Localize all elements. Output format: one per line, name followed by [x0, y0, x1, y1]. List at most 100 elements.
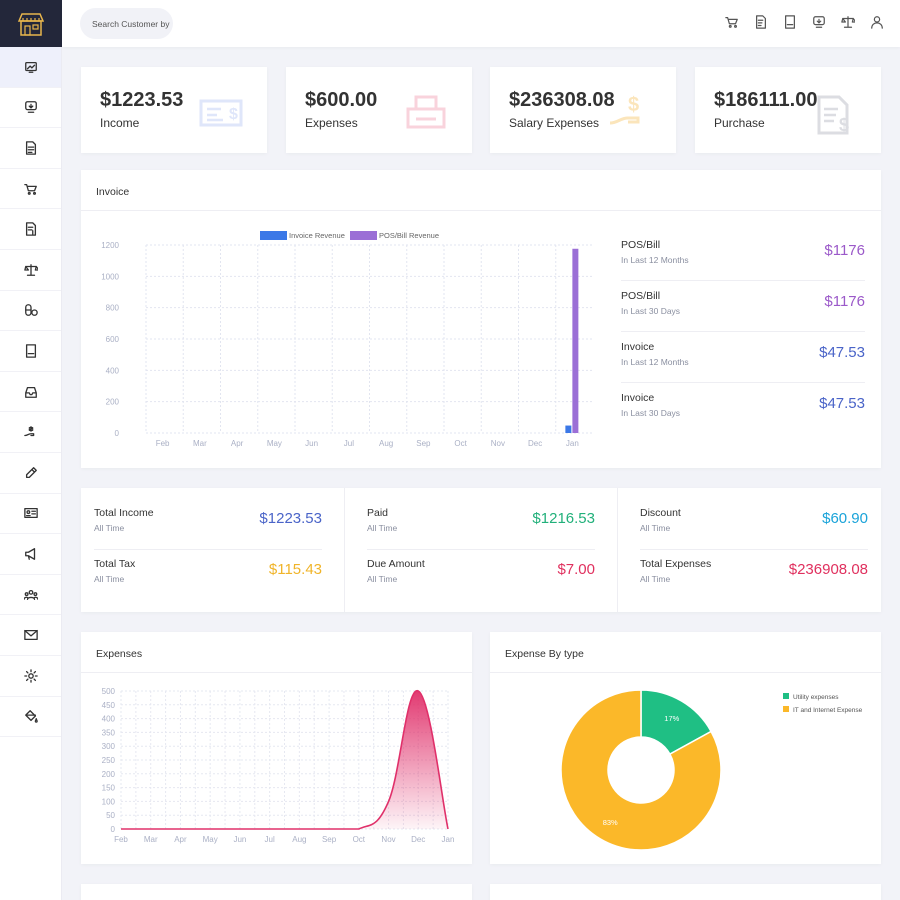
legend-label: Invoice Revenue: [289, 231, 345, 240]
cart-icon: [23, 183, 37, 195]
bar-pos-bill-revenue[interactable]: [572, 248, 579, 433]
sidebar-item-document[interactable]: [0, 128, 61, 169]
metric-total-tax: Total Tax All Time $115.43: [94, 550, 322, 601]
sidebar-item-bill[interactable]: [0, 209, 61, 250]
column-divider: [344, 488, 345, 612]
summary-value: $47.53: [819, 344, 865, 361]
bottom-card-right: [490, 884, 881, 900]
sidebar-item-salary[interactable]: [0, 412, 61, 453]
metric-value: $60.90: [822, 510, 868, 527]
cart-icon[interactable]: [725, 15, 739, 29]
metric-discount: Discount All Time $60.90: [640, 499, 868, 550]
metric-period: All Time: [94, 523, 125, 533]
invoice-icon[interactable]: [812, 15, 826, 29]
stat-label: Salary Expenses: [509, 116, 600, 130]
printer-icon: [406, 95, 446, 129]
metric-period: All Time: [367, 574, 398, 584]
legend-swatch: [260, 231, 287, 240]
scale-icon[interactable]: [841, 15, 855, 29]
invoice-summary-item: POS/Bill In Last 12 Months $1176: [621, 230, 865, 281]
metric-total-expenses: Total Expenses All Time $236908.08: [640, 550, 868, 601]
invoice-revenue-chart: 0 200 400 600 800 1000 1200 Feb Mar Apr May Jun Jul A…: [101, 231, 593, 448]
search-input[interactable]: Search Customer by: [80, 8, 173, 39]
store-logo[interactable]: [0, 0, 62, 47]
stat-card-purchase[interactable]: $186111.00 Purchase $: [695, 67, 881, 153]
invoice-icon: [24, 101, 37, 114]
users-icon: [23, 589, 38, 600]
metric-period: All Time: [640, 523, 671, 533]
metric-period: All Time: [640, 574, 671, 584]
book-icon[interactable]: [783, 15, 797, 29]
summary-period: In Last 12 Months: [621, 357, 689, 367]
x-tick-label: Mar: [193, 439, 207, 448]
sidebar-item-megaphone[interactable]: [0, 534, 61, 575]
summary-value: $1176: [824, 242, 865, 259]
scale-icon: [23, 263, 38, 276]
sidebar-item-invoice[interactable]: [0, 88, 61, 129]
stat-label: Purchase: [714, 116, 765, 130]
sidebar-item-cart[interactable]: [0, 169, 61, 210]
stat-amount: $1223.53: [100, 89, 184, 111]
summary-period: In Last 12 Months: [621, 255, 689, 265]
metric-title: Total Tax: [94, 558, 136, 570]
expenses-title: Expenses: [96, 648, 143, 660]
y-tick-label: 0: [111, 825, 116, 834]
y-tick-label: 1000: [101, 272, 119, 281]
y-tick-label: 600: [106, 335, 120, 344]
summary-period: In Last 30 Days: [621, 408, 681, 418]
y-tick-label: 450: [102, 701, 116, 710]
stat-card-salary-expenses[interactable]: $236308.08 Salary Expenses $: [490, 67, 676, 153]
y-tick-label: 800: [106, 304, 120, 313]
divider: [81, 210, 881, 211]
megaphone-icon: [24, 548, 35, 560]
sidebar-item-paint-bucket[interactable]: [0, 697, 61, 738]
stat-amount: $600.00: [305, 89, 378, 111]
user-icon[interactable]: [870, 15, 884, 29]
y-tick-label: 50: [106, 811, 115, 820]
inbox-icon: [24, 386, 37, 398]
x-tick-label: Feb: [156, 439, 170, 448]
gear-icon: [23, 668, 38, 683]
sidebar-item-gear[interactable]: [0, 656, 61, 697]
book-icon: [25, 344, 36, 358]
sidebar-item-scale[interactable]: [0, 250, 61, 291]
expenses-area: [121, 690, 448, 829]
sidebar-item-pills[interactable]: [0, 291, 61, 332]
x-tick-label: May: [203, 835, 218, 844]
y-tick-label: 1200: [101, 241, 119, 250]
check-icon: $: [199, 99, 243, 127]
legend-swatch: [350, 231, 377, 240]
metric-title: Total Income: [94, 507, 154, 519]
legend-swatch: [783, 693, 789, 699]
stat-card-expenses[interactable]: $600.00 Expenses: [286, 67, 472, 153]
sidebar-item-pen[interactable]: [0, 453, 61, 494]
sidebar-item-mail[interactable]: [0, 615, 61, 656]
bill-icon[interactable]: [754, 15, 768, 29]
slice-it-and-internet-expense[interactable]: [560, 689, 722, 851]
metric-total-income: Total Income All Time $1223.53: [94, 499, 322, 550]
sidebar-item-book[interactable]: [0, 331, 61, 372]
invoice-card: Invoice 0 200 400 600 800 1000 1200 Feb Mar Apr Ma…: [81, 170, 881, 468]
expenses-line[interactable]: [121, 690, 449, 830]
invoice-title: Invoice: [96, 186, 130, 198]
x-tick-label: Nov: [381, 835, 395, 844]
legend-label: IT and Internet Expense: [793, 707, 863, 714]
sidebar-item-dashboard[interactable]: [0, 47, 61, 88]
id-card-icon: [23, 508, 38, 519]
sidebar-item-inbox[interactable]: [0, 372, 61, 413]
sidebar-item-id-card[interactable]: [0, 494, 61, 535]
metric-value: $7.00: [557, 561, 595, 578]
sidebar-item-users[interactable]: [0, 575, 61, 616]
bar-invoice-revenue[interactable]: [565, 425, 572, 433]
bottom-card-left: [81, 884, 472, 900]
stat-amount: $186111.00: [714, 89, 818, 111]
y-tick-label: 400: [106, 366, 120, 375]
metric-title: Paid: [367, 507, 389, 519]
invoice-summary-item: Invoice In Last 30 Days $47.53: [621, 383, 865, 434]
stat-card-income[interactable]: $1223.53 Income $: [81, 67, 267, 153]
summary-value: $47.53: [819, 395, 865, 412]
expense-type-title: Expense By type: [505, 648, 584, 660]
expenses-area-chart: 0 50 100 150 200 250 300 350 400 450 500 Feb Mar Apr M…: [102, 687, 455, 844]
y-tick-label: 300: [102, 742, 116, 751]
slice-label: 83%: [603, 818, 618, 827]
